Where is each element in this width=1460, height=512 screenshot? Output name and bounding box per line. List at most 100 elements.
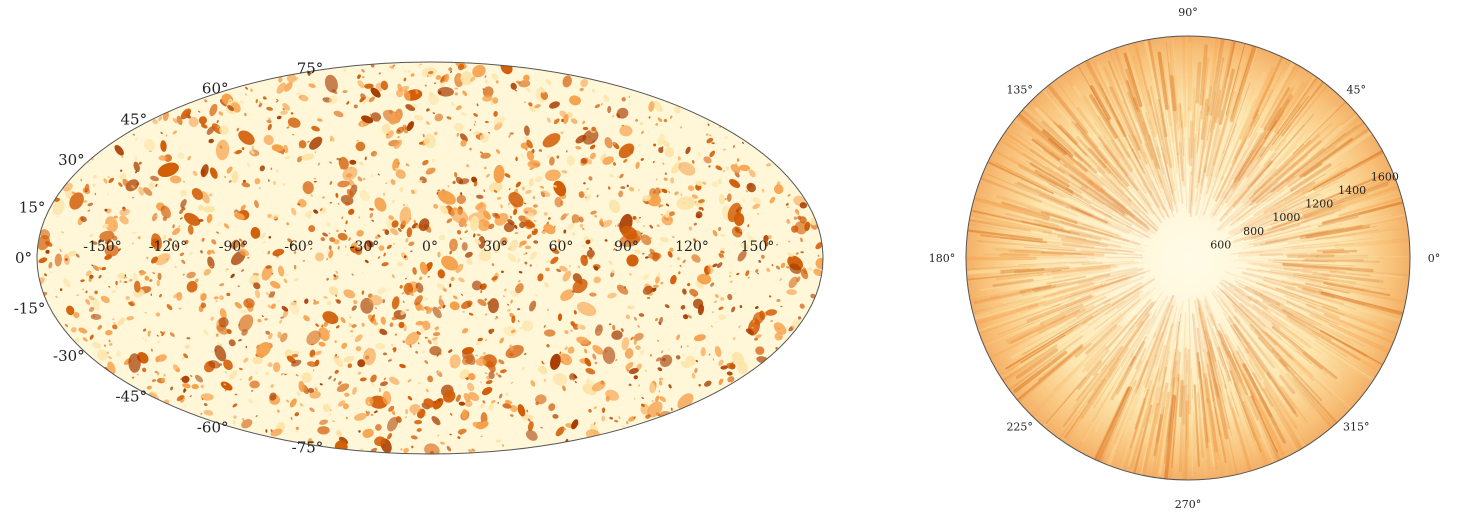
- field-streak: [1112, 131, 1140, 176]
- field-streak: [1137, 331, 1157, 374]
- field-speckle: [799, 202, 808, 209]
- field-streak: [1146, 295, 1169, 335]
- field-streak: [1223, 384, 1240, 433]
- field-speckle: [648, 116, 651, 119]
- field-streak: [1096, 403, 1123, 458]
- field-speckle: [69, 192, 84, 210]
- field-speckle: [108, 177, 115, 184]
- field-speckle: [261, 315, 264, 317]
- field-speckle: [456, 195, 467, 204]
- field-streak: [1194, 143, 1206, 203]
- field-speckle: [206, 213, 213, 223]
- field-streak: [1220, 98, 1257, 181]
- field-speckle: [817, 254, 820, 257]
- field-speckle: [529, 264, 532, 267]
- field-speckle: [138, 161, 142, 165]
- field-speckle: [640, 234, 652, 246]
- field-streak: [1268, 303, 1306, 327]
- field-speckle: [126, 316, 134, 321]
- field-speckle: [634, 397, 636, 400]
- field-streak: [1201, 301, 1225, 369]
- field-speckle: [661, 188, 668, 194]
- field-speckle: [405, 126, 407, 130]
- field-streak: [1206, 90, 1236, 188]
- field-speckle: [389, 322, 394, 327]
- field-streak: [1089, 85, 1112, 121]
- field-speckle: [747, 224, 750, 228]
- field-streak: [1103, 144, 1163, 224]
- field-speckle: [215, 300, 218, 302]
- field-streak: [1132, 135, 1143, 154]
- field-speckle: [611, 365, 614, 369]
- field-streak: [1069, 174, 1126, 215]
- field-streak: [1053, 213, 1118, 236]
- field-streak: [1280, 338, 1297, 353]
- field-speckle: [380, 316, 386, 325]
- field-speckle: [270, 303, 276, 310]
- field-streak: [1065, 294, 1095, 308]
- field-streak: [1267, 123, 1342, 189]
- field-speckle: [225, 269, 228, 272]
- field-speckle: [267, 179, 270, 183]
- field-speckle: [529, 105, 536, 113]
- field-speckle: [640, 403, 645, 407]
- field-speckle: [354, 413, 367, 421]
- field-speckle: [480, 435, 483, 438]
- field-streak: [1199, 169, 1206, 194]
- field-speckle: [698, 206, 702, 210]
- field-speckle: [374, 307, 378, 309]
- field-speckle: [291, 359, 302, 367]
- field-streak: [1318, 182, 1347, 197]
- field-speckle: [302, 181, 314, 195]
- field-speckle: [483, 189, 485, 192]
- field-streak: [1046, 83, 1089, 135]
- field-speckle: [656, 224, 660, 228]
- field-speckle: [628, 95, 630, 99]
- field-speckle: [479, 151, 484, 154]
- field-streak: [1244, 286, 1280, 307]
- angle-tick-labels: 0°45°90°135°180°225°270°315°: [929, 6, 1441, 511]
- field-speckle: [778, 335, 783, 339]
- field-streak: [1037, 221, 1064, 231]
- field-speckle: [642, 274, 650, 280]
- field-speckle: [309, 136, 323, 150]
- field-speckle: [638, 217, 642, 219]
- field-streak: [1207, 63, 1215, 105]
- field-streak: [1225, 146, 1266, 204]
- field-streak: [973, 298, 1041, 319]
- field-streak: [1113, 122, 1137, 164]
- field-streak: [1331, 176, 1397, 204]
- field-speckle: [272, 362, 281, 373]
- field-streak: [1236, 182, 1250, 198]
- field-streak: [1224, 146, 1271, 209]
- field-speckle: [729, 280, 733, 283]
- field-streak: [1223, 197, 1311, 241]
- field-speckle: [200, 393, 214, 401]
- field-streak: [1254, 292, 1316, 326]
- field-streak: [1310, 313, 1386, 350]
- field-streak: [1195, 121, 1206, 189]
- field-streak: [1146, 148, 1166, 197]
- field-streak: [1085, 164, 1118, 195]
- field-speckle: [776, 181, 781, 186]
- field-speckle: [693, 222, 697, 226]
- field-speckle: [586, 188, 589, 190]
- field-speckle: [462, 311, 465, 313]
- field-speckle: [203, 268, 212, 276]
- field-streak: [1159, 315, 1176, 380]
- field-speckle: [669, 115, 673, 119]
- field-streak: [1171, 300, 1184, 389]
- field-streak: [1234, 280, 1264, 295]
- field-speckle: [533, 219, 537, 222]
- field-speckle: [293, 264, 297, 270]
- field-speckle: [308, 225, 316, 233]
- field-speckle: [721, 257, 726, 260]
- field-streak: [1298, 193, 1321, 206]
- field-speckle: [451, 244, 455, 247]
- field-streak: [1233, 152, 1276, 203]
- field-streak: [1117, 290, 1143, 310]
- field-speckle: [377, 173, 380, 176]
- field-streak: [1304, 185, 1400, 220]
- field-streak: [1240, 195, 1306, 232]
- field-speckle: [579, 223, 584, 228]
